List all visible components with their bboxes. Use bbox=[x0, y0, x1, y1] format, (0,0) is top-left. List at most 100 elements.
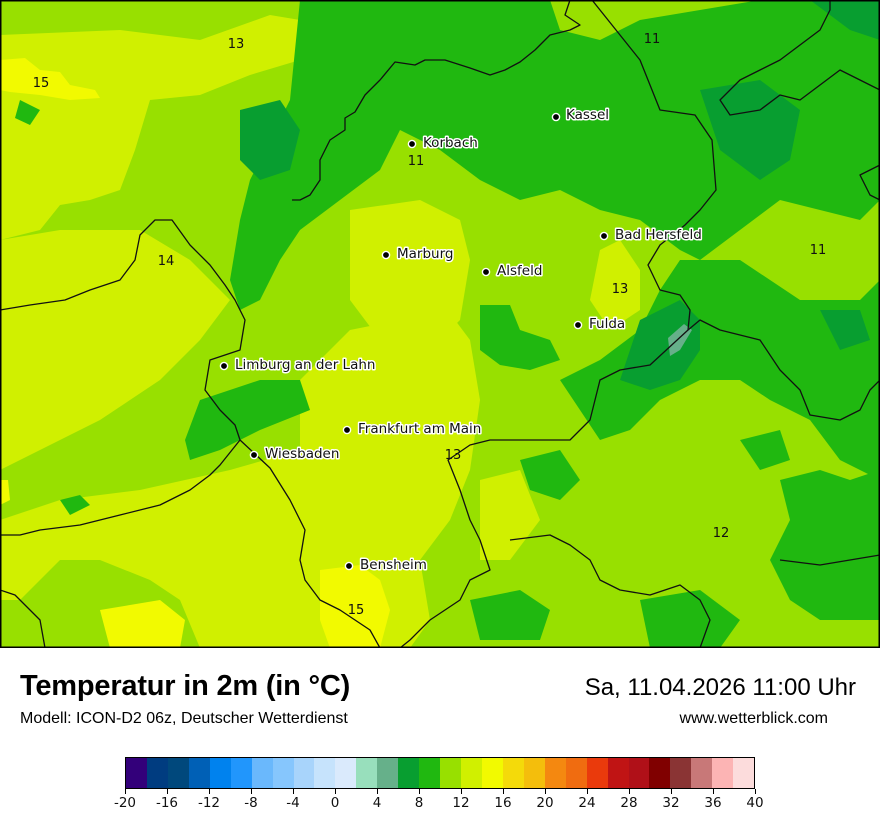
city-bensheim[interactable]: Bensheim bbox=[344, 556, 428, 575]
city-marburg[interactable]: Marburg bbox=[381, 245, 455, 264]
colorbar-tick-label: 24 bbox=[578, 795, 596, 811]
value-label: 14 bbox=[158, 254, 175, 269]
city-label: Korbach bbox=[423, 135, 478, 151]
colorbar-segment bbox=[712, 758, 734, 788]
colorbar-segment bbox=[502, 758, 524, 788]
colorbar-tick bbox=[376, 789, 378, 794]
colorbar-tick-label: 20 bbox=[536, 795, 554, 811]
colorbar-segment bbox=[419, 758, 441, 788]
colorbar-tick-label: -20 bbox=[113, 795, 137, 811]
value-label: 11 bbox=[644, 32, 661, 47]
colorbar-tick-label: 36 bbox=[704, 795, 722, 811]
colorbar-segment bbox=[461, 758, 482, 788]
colorbar-tick bbox=[712, 789, 714, 794]
city-alsfeld[interactable]: Alsfeld bbox=[481, 262, 544, 281]
city-dot-icon bbox=[381, 250, 391, 260]
city-dot-icon bbox=[407, 139, 417, 149]
colorbar-tick bbox=[334, 789, 336, 794]
city-fulda[interactable]: Fulda bbox=[573, 315, 627, 334]
value-label: 13 bbox=[612, 282, 629, 297]
colorbar-tick-label: -8 bbox=[244, 795, 258, 811]
colorbar-segment bbox=[733, 758, 755, 788]
colorbar-tick bbox=[754, 789, 756, 794]
colorbar-segment bbox=[398, 758, 420, 788]
city-dot-icon bbox=[599, 231, 609, 241]
colorbar-segment bbox=[523, 758, 545, 788]
value-labels: 13 15 11 11 14 11 13 13 12 15 bbox=[33, 32, 827, 618]
value-label: 15 bbox=[348, 603, 365, 618]
city-label: Alsfeld bbox=[497, 263, 542, 279]
colorbar-tick-label: 32 bbox=[662, 795, 680, 811]
city-kassel[interactable]: Kassel bbox=[551, 106, 611, 125]
colorbar bbox=[125, 757, 755, 789]
colorbar-segment bbox=[544, 758, 566, 788]
city-label: Bensheim bbox=[360, 557, 427, 573]
value-label: 12 bbox=[713, 526, 730, 541]
city-bad-hersfeld[interactable]: Bad Hersfeld bbox=[599, 226, 703, 245]
city-label: Limburg an der Lahn bbox=[235, 357, 375, 373]
chart-title: Temperatur in 2m (in °C) bbox=[20, 670, 351, 702]
city-label: Fulda bbox=[589, 316, 625, 332]
colorbar-tick-label: -16 bbox=[155, 795, 179, 811]
colorbar-tick bbox=[460, 789, 462, 794]
colorbar-segment bbox=[356, 758, 378, 788]
city-limburg[interactable]: Limburg an der Lahn bbox=[219, 356, 377, 375]
colorbar-segment bbox=[293, 758, 315, 788]
colorbar-segment bbox=[167, 758, 189, 788]
colorbar-tick-label: 0 bbox=[330, 795, 340, 811]
colorbar-segment bbox=[335, 758, 357, 788]
colorbar-segment bbox=[440, 758, 461, 788]
city-label: Kassel bbox=[566, 107, 609, 123]
colorbar-tick-label: 40 bbox=[746, 795, 764, 811]
colorbar-tick-label: 4 bbox=[372, 795, 382, 811]
colorbar-segment bbox=[314, 758, 336, 788]
colorbar-tick bbox=[208, 789, 210, 794]
colorbar-tick bbox=[166, 789, 168, 794]
temp-band-10-12 bbox=[15, 0, 880, 648]
colorbar-segment bbox=[188, 758, 210, 788]
map-canvas: 13 15 11 11 14 11 13 13 12 15 Kassel Kor… bbox=[0, 0, 880, 648]
city-dot-icon bbox=[342, 425, 352, 435]
colorbar-tick bbox=[586, 789, 588, 794]
valid-datetime: Sa, 11.04.2026 11:00 Uhr bbox=[584, 674, 856, 701]
colorbar-segment bbox=[209, 758, 231, 788]
colorbar-segment bbox=[251, 758, 273, 788]
city-dot-icon bbox=[344, 561, 354, 571]
colorbar-tick bbox=[628, 789, 630, 794]
colorbar-segment bbox=[649, 758, 671, 788]
colorbar-tick bbox=[418, 789, 420, 794]
city-dot-icon bbox=[481, 267, 491, 277]
city-wiesbaden[interactable]: Wiesbaden bbox=[249, 445, 341, 464]
value-label: 13 bbox=[228, 37, 245, 52]
colorbar-tick bbox=[124, 789, 126, 794]
city-korbach[interactable]: Korbach bbox=[407, 134, 479, 153]
colorbar-segment bbox=[272, 758, 294, 788]
city-dot-icon bbox=[249, 450, 259, 460]
colorbar-segment bbox=[377, 758, 399, 788]
city-label: Bad Hersfeld bbox=[615, 227, 702, 243]
colorbar-tick-label: -4 bbox=[286, 795, 300, 811]
value-label: 11 bbox=[810, 243, 827, 258]
temperature-map[interactable]: 13 15 11 11 14 11 13 13 12 15 Kassel Kor… bbox=[0, 0, 880, 648]
city-label: Frankfurt am Main bbox=[358, 421, 481, 437]
colorbar-ticks: -20 -16 -12 -8 -4 0 4 8 12 16 20 24 28 32 36 40 bbox=[114, 789, 764, 819]
colorbar-tick bbox=[292, 789, 294, 794]
colorbar-segment bbox=[565, 758, 587, 788]
colorbar-segment bbox=[146, 758, 168, 788]
colorbar-tick bbox=[502, 789, 504, 794]
city-frankfurt[interactable]: Frankfurt am Main bbox=[342, 420, 483, 439]
colorbar-segment bbox=[607, 758, 629, 788]
colorbar-segment bbox=[670, 758, 692, 788]
colorbar-segment bbox=[628, 758, 650, 788]
model-source: Modell: ICON-D2 06z, Deutscher Wetterdie… bbox=[20, 710, 348, 727]
temp-band-8-10 bbox=[240, 0, 880, 390]
temp-band-14-16 bbox=[0, 15, 640, 648]
city-markers: Kassel Korbach Bad Hersfeld Marburg Alsf… bbox=[219, 106, 703, 575]
value-label: 13 bbox=[445, 448, 462, 463]
colorbar-tick-label: 8 bbox=[414, 795, 424, 811]
colorbar-tick-label: 16 bbox=[494, 795, 512, 811]
city-dot-icon bbox=[573, 320, 583, 330]
website-link[interactable]: www.wetterblick.com bbox=[679, 710, 828, 727]
colorbar-segment bbox=[126, 758, 147, 788]
colorbar-tick bbox=[544, 789, 546, 794]
